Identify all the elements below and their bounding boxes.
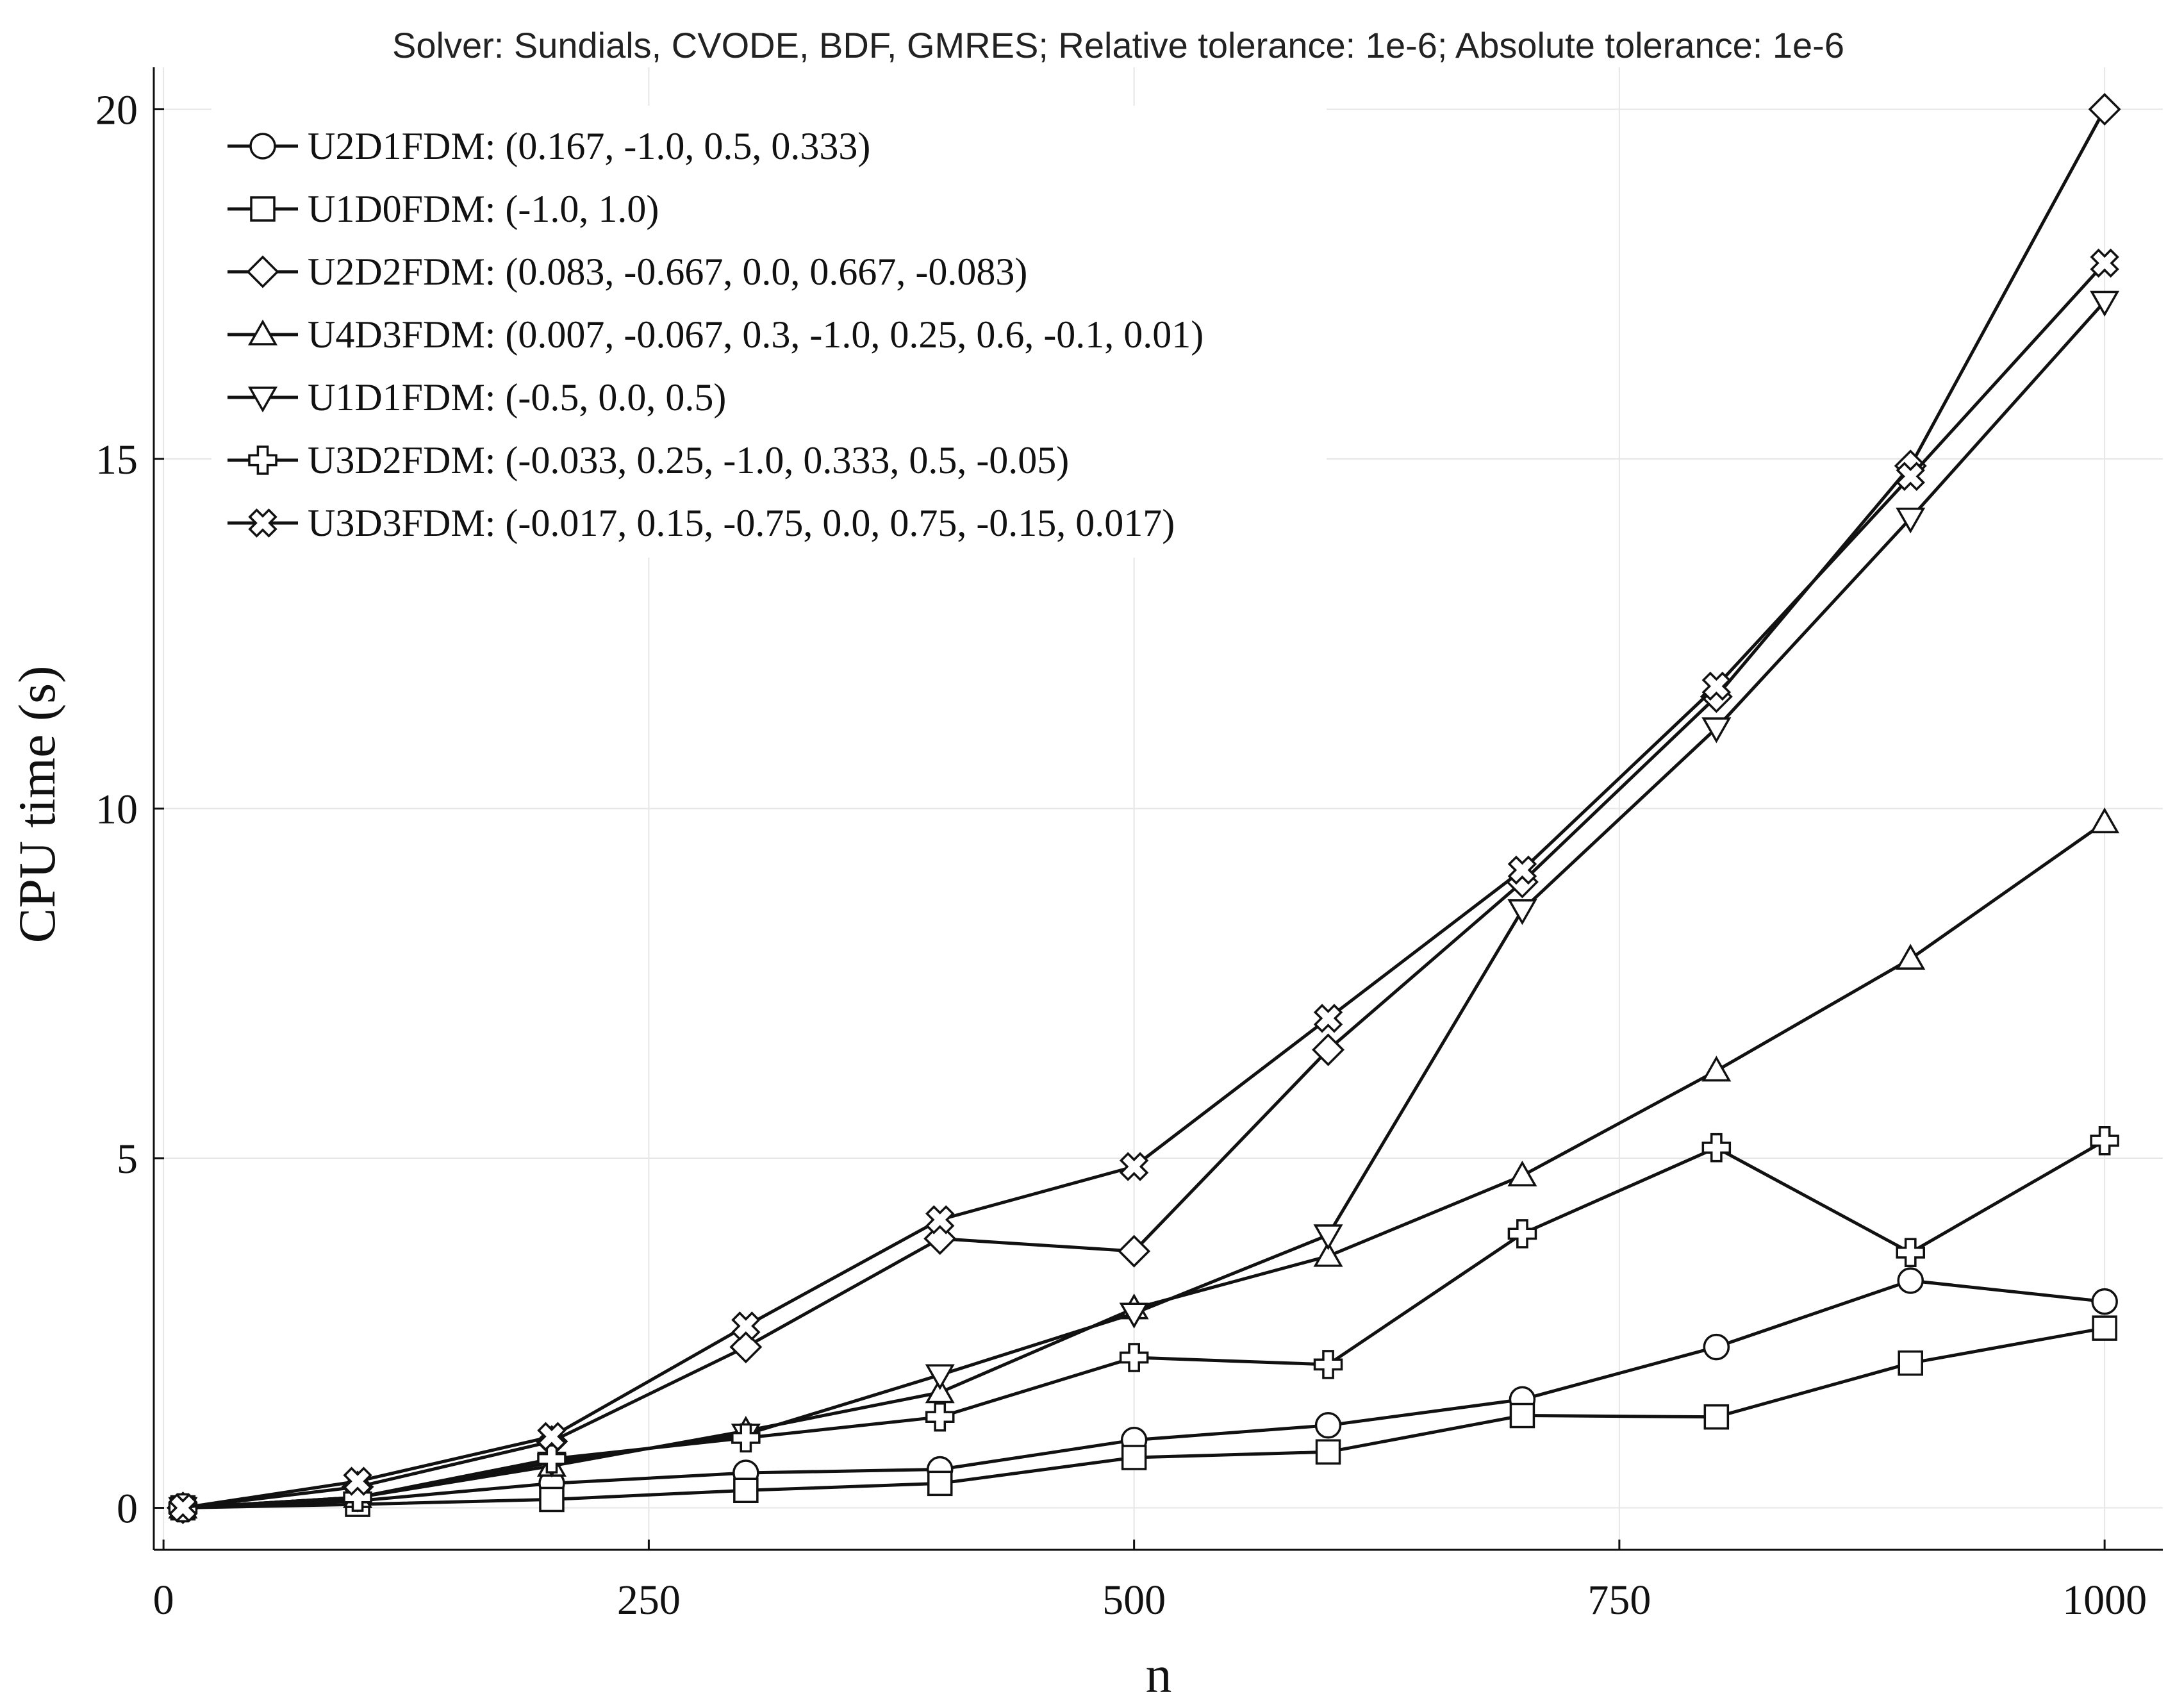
x-tick-label: 250: [617, 1577, 681, 1624]
data-point: [1703, 1404, 1730, 1430]
series-6: [168, 1126, 2119, 1523]
data-point: [925, 1402, 955, 1432]
x-tick-label: 500: [1102, 1577, 1166, 1624]
data-point: [1896, 507, 1926, 534]
data-point: [733, 1477, 759, 1504]
data-point: [1896, 943, 1926, 970]
legend-entry: U4D3FDM: (0.007, -0.067, 0.3, -1.0, 0.25…: [228, 313, 1204, 356]
data-point: [925, 1205, 955, 1234]
y-tick-label: 5: [117, 1136, 138, 1183]
data-point: [1119, 1152, 1149, 1181]
data-point: [2088, 92, 2121, 126]
data-point: [343, 1466, 372, 1496]
data-point: [1701, 1133, 1732, 1163]
series-2: [170, 1315, 2117, 1521]
legend-label: U3D2FDM: (-0.033, 0.25, -1.0, 0.333, 0.5…: [308, 439, 1069, 481]
y-tick-label: 10: [95, 786, 138, 833]
series-7: [168, 248, 2119, 1523]
legend-label: U2D2FDM: (0.083, -0.667, 0.0, 0.667, -0.…: [308, 251, 1027, 293]
legend-label: U2D1FDM: (0.167, -1.0, 0.5, 0.333): [308, 125, 870, 167]
legend-label: U1D0FDM: (-1.0, 1.0): [308, 188, 659, 230]
y-tick-label: 0: [117, 1486, 138, 1533]
legend-marker: [247, 386, 278, 413]
legend-label: U4D3FDM: (0.007, -0.067, 0.3, -1.0, 0.25…: [308, 313, 1204, 356]
data-point: [1119, 1343, 1149, 1372]
data-point: [539, 1486, 565, 1513]
legend-marker: [249, 133, 276, 160]
data-point: [731, 1423, 761, 1453]
legend-background: [211, 106, 1327, 558]
legend-label: U3D3FDM: (-0.017, 0.15, -0.75, 0.0, 0.75…: [308, 502, 1175, 544]
data-point: [1701, 717, 1732, 744]
data-point: [1313, 1241, 1343, 1267]
data-point: [925, 1377, 955, 1404]
data-point: [1703, 1333, 1730, 1361]
legend-entry: U3D2FDM: (-0.033, 0.25, -1.0, 0.333, 0.5…: [228, 439, 1069, 481]
data-point: [1509, 1402, 1535, 1429]
data-point: [1313, 1350, 1343, 1379]
data-point: [1315, 1439, 1341, 1465]
tick-labels: 0 250 500 750 1000 0 5 10 15 20: [95, 87, 2147, 1624]
legend-marker: [248, 445, 277, 475]
data-point: [168, 1493, 198, 1523]
data-point: [729, 1331, 763, 1364]
data-point: [1896, 461, 1925, 491]
data-point: [537, 1422, 567, 1451]
data-point: [1312, 1033, 1345, 1067]
data-point: [1507, 1219, 1537, 1249]
chart-title: Solver: Sundials, CVODE, BDF, GMRES; Rel…: [392, 25, 1844, 65]
data-point: [2090, 1126, 2119, 1156]
legend: U2D1FDM: (0.167, -1.0, 0.5, 0.333) U1D0FD…: [211, 106, 1327, 558]
data-point: [1701, 1056, 1732, 1082]
data-point: [1507, 1160, 1537, 1187]
y-tick-label: 15: [95, 436, 138, 483]
data-point: [1313, 1224, 1343, 1250]
data-point: [1898, 1350, 1923, 1376]
data-point: [2090, 290, 2120, 317]
data-point: [1121, 1445, 1147, 1470]
data-point: [2092, 1315, 2117, 1341]
y-tick-label: 20: [95, 87, 138, 133]
x-axis-label: n: [1146, 1645, 1172, 1703]
data-point: [1119, 1302, 1149, 1329]
data-point: [1118, 1234, 1151, 1268]
legend-entry: U2D2FDM: (0.083, -0.667, 0.0, 0.667, -0.…: [228, 251, 1027, 293]
axes: [153, 67, 2163, 1551]
data-point: [731, 1311, 761, 1341]
data-point: [1507, 855, 1537, 885]
data-point: [1897, 1267, 1924, 1294]
data-point: [2090, 807, 2120, 834]
data-point: [925, 1364, 955, 1390]
data-point: [2090, 248, 2119, 278]
legend-marker: [247, 319, 278, 345]
legend-entry: U1D1FDM: (-0.5, 0.0, 0.5): [228, 376, 726, 419]
legend-label: U1D1FDM: (-0.5, 0.0, 0.5): [308, 376, 726, 419]
x-tick-label: 1000: [2062, 1577, 2147, 1624]
data-point: [927, 1470, 953, 1497]
legend-entry: U2D1FDM: (0.167, -1.0, 0.5, 0.333): [228, 125, 870, 167]
data-point: [1701, 671, 1732, 701]
legend-entry: U1D0FDM: (-1.0, 1.0): [228, 188, 659, 230]
data-point: [1896, 1238, 1925, 1268]
series-group: [166, 92, 2121, 1525]
data-point: [1314, 1412, 1342, 1439]
data-point: [1313, 1004, 1343, 1033]
data-point: [1507, 899, 1537, 926]
legend-entry: U3D3FDM: (-0.017, 0.15, -0.75, 0.0, 0.75…: [228, 502, 1175, 544]
data-point: [2091, 1288, 2118, 1315]
legend-marker: [246, 255, 279, 288]
data-point: [537, 1444, 567, 1474]
y-axis-label: CPU time (s): [8, 666, 66, 943]
legend-marker: [250, 196, 276, 222]
x-tick-label: 750: [1587, 1577, 1651, 1624]
x-tick-label: 0: [153, 1577, 174, 1624]
legend-marker: [248, 508, 277, 538]
